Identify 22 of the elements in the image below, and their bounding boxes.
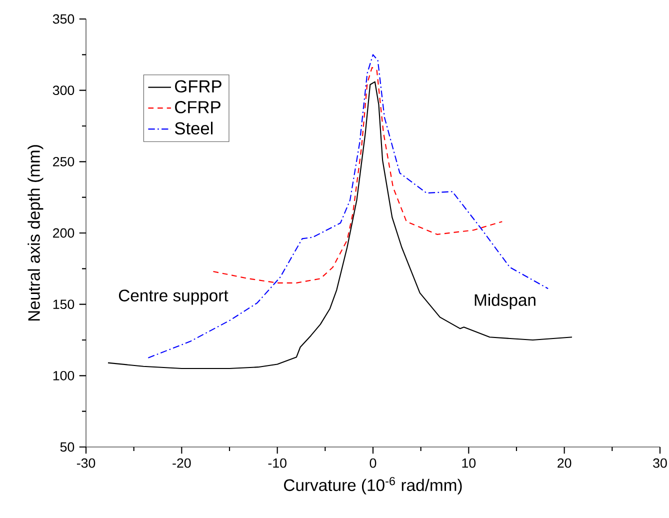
annotation: Centre support — [118, 290, 228, 305]
x-tick-label: 20 — [558, 458, 572, 468]
annotation: Midspan — [474, 294, 536, 310]
legend-label: GFRP — [175, 80, 222, 93]
y-tick-label: 350 — [52, 14, 74, 24]
y-tick-label: 100 — [53, 370, 74, 380]
x-tick-label: -20 — [172, 458, 191, 468]
y-tick-label: 250 — [53, 156, 74, 166]
line-series — [107, 81, 573, 370]
y-tick-label: 50 — [60, 442, 74, 452]
y-tick-label: 300 — [52, 86, 74, 96]
x-tick-label: 10 — [462, 458, 476, 468]
y-axis-title: Neutral axis depth (mm) — [28, 145, 44, 321]
x-tick-label: -10 — [268, 458, 286, 468]
x-tick-label: -30 — [76, 458, 96, 468]
legend-label: Steel — [174, 122, 213, 135]
x-axis-title: Curvature (10$^{-6}$ rad/mm) — [284, 476, 462, 494]
x-tick-label: 30 — [653, 458, 667, 468]
x-tick-label: 0 — [370, 458, 376, 468]
y-tick-label: 150 — [53, 300, 74, 310]
legend-label: CFRP — [175, 101, 220, 114]
y-tick-label: 200 — [53, 228, 74, 238]
